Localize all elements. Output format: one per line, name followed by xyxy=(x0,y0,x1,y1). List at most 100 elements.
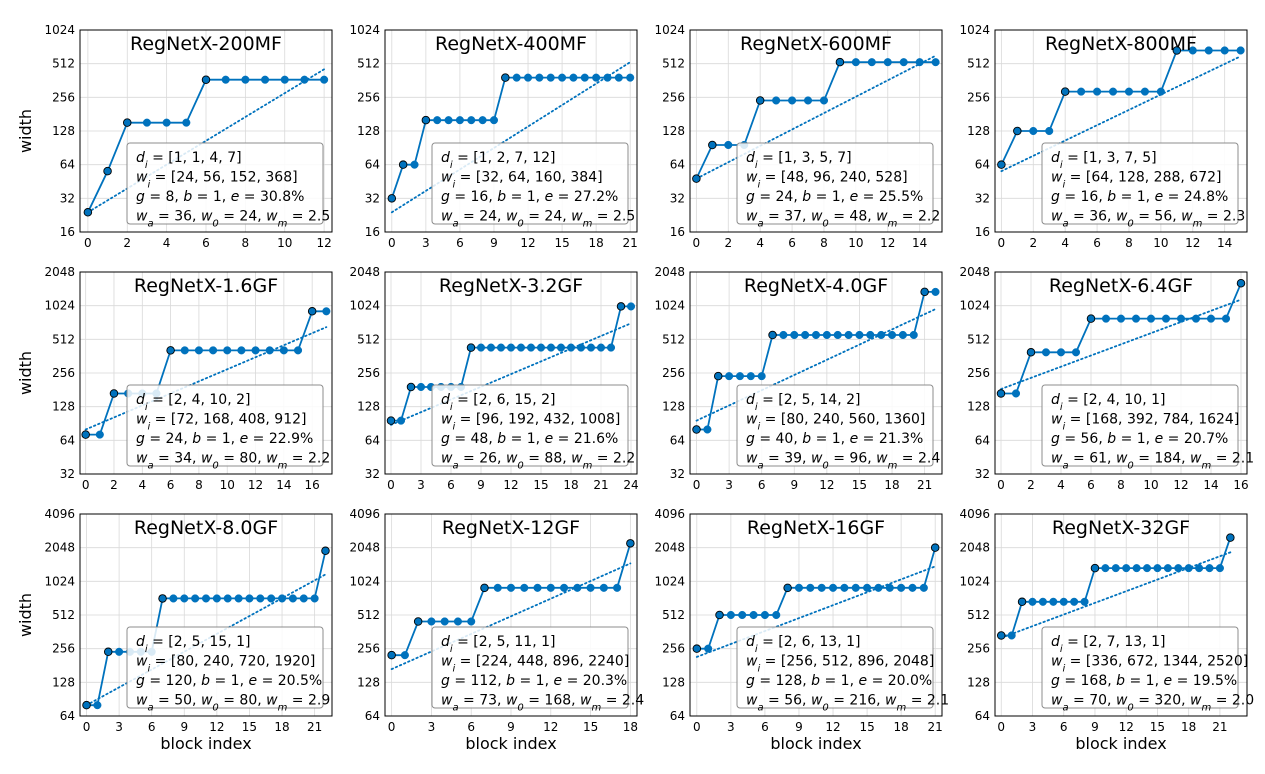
y-tick-label: 32 xyxy=(975,191,990,205)
legend-line: wi = [224, 448, 896, 2240] xyxy=(441,654,629,675)
chart-title: RegNetX-800MF xyxy=(1045,33,1197,55)
x-tick-label: 4 xyxy=(163,236,171,250)
linear-fit-line xyxy=(695,54,937,180)
data-point xyxy=(265,346,274,355)
x-tick-label: 3 xyxy=(1029,720,1037,734)
x-tick-label: 21 xyxy=(928,720,943,734)
data-point xyxy=(180,346,189,355)
y-tick-label: 16 xyxy=(365,225,380,239)
data-point xyxy=(1013,126,1022,136)
data-point xyxy=(606,343,616,352)
width-series-line xyxy=(1000,49,1241,166)
legend-line: g = 8, b = 1, e = 30.8% xyxy=(136,189,304,205)
legend-line: wi = [96, 192, 432, 1008] xyxy=(441,412,620,433)
y-tick-label: 512 xyxy=(357,332,380,346)
legend-box xyxy=(1041,626,1239,709)
data-point xyxy=(506,343,516,352)
data-point xyxy=(1156,87,1165,96)
width-series-line xyxy=(1001,537,1232,637)
y-tick-label: 128 xyxy=(967,124,990,138)
legend-line: di = [2, 4, 10, 2] xyxy=(136,392,250,413)
legend-line: di = [1, 3, 5, 7] xyxy=(746,150,852,171)
data-point xyxy=(237,346,246,355)
data-point xyxy=(83,208,93,217)
x-tick-label: 18 xyxy=(274,720,289,734)
data-point xyxy=(1070,597,1079,606)
data-point xyxy=(1131,314,1141,323)
plot-frame xyxy=(384,513,638,717)
data-point xyxy=(493,583,502,592)
legend-line: wi = [48, 96, 240, 528] xyxy=(746,170,908,191)
data-point xyxy=(626,302,636,311)
data-point xyxy=(1028,597,1037,606)
x-tick-label: 4 xyxy=(1061,236,1069,250)
data-point xyxy=(279,346,288,355)
x-tick-label: 21 xyxy=(1212,720,1227,734)
plot-frame xyxy=(689,29,943,233)
data-point xyxy=(779,330,788,340)
y-tick-label: 128 xyxy=(967,400,990,414)
x-tick-label: 3 xyxy=(725,478,733,492)
legend-line: wa = 39, w0 = 96, wm = 2.4 xyxy=(746,451,940,472)
y-tick-label: 128 xyxy=(662,124,685,138)
data-point xyxy=(277,594,287,603)
x-tick-label: 3 xyxy=(115,720,123,734)
data-point xyxy=(790,330,799,340)
linear-fit-line xyxy=(1000,55,1242,173)
data-point xyxy=(703,425,712,434)
y-tick-label: 256 xyxy=(967,366,990,380)
data-point xyxy=(93,701,102,710)
legend-line: di = [2, 5, 11, 1] xyxy=(441,634,555,655)
x-tick-label: 0 xyxy=(693,478,701,492)
data-point xyxy=(433,116,442,125)
y-tick-label: 128 xyxy=(357,400,380,414)
x-tick-label: 18 xyxy=(893,720,908,734)
data-point xyxy=(536,343,546,352)
x-tick-label: 18 xyxy=(884,478,899,492)
y-tick-label: 1024 xyxy=(349,574,380,588)
data-point xyxy=(996,389,1006,398)
data-point xyxy=(919,583,928,592)
data-point xyxy=(1215,564,1224,573)
x-tick-label: 12 xyxy=(316,236,331,250)
data-point xyxy=(801,330,810,340)
y-axis-label: width xyxy=(16,351,35,395)
x-tick-label: 9 xyxy=(1091,720,1099,734)
legend-line: wi = [80, 240, 720, 1920] xyxy=(136,654,315,675)
x-tick-label: 12 xyxy=(543,720,558,734)
data-point xyxy=(166,346,175,355)
data-point xyxy=(738,610,747,620)
data-point xyxy=(288,594,297,603)
x-tick-label: 0 xyxy=(997,720,1005,734)
chart-panel: 0 3 6 9 12 15 18 21 64 128 256 512 1024 2048 4096 RegNe… xyxy=(654,507,949,753)
data-point xyxy=(1220,46,1229,55)
data-point xyxy=(416,382,426,392)
data-point xyxy=(212,594,221,603)
y-axis-label: width xyxy=(16,593,35,637)
y-tick-label: 64 xyxy=(60,158,75,172)
x-tick-label: 0 xyxy=(387,478,395,492)
x-tick-label: 24 xyxy=(623,478,638,492)
y-tick-label: 256 xyxy=(357,366,380,380)
data-point xyxy=(735,372,745,381)
data-point xyxy=(453,617,462,626)
legend-box xyxy=(736,626,934,709)
y-tick-label: 1024 xyxy=(654,299,685,313)
data-point xyxy=(1195,564,1204,573)
y-tick-label: 64 xyxy=(670,433,685,447)
x-tick-label: 0 xyxy=(998,236,1006,250)
data-point xyxy=(1060,87,1070,96)
legend-line: wi = [336, 672, 1344, 2520] xyxy=(1051,654,1248,675)
y-tick-label: 128 xyxy=(52,400,75,414)
x-tick-label: 15 xyxy=(852,478,867,492)
data-point xyxy=(1174,564,1183,573)
data-point xyxy=(310,594,319,603)
data-point xyxy=(915,58,924,67)
x-tick-label: 3 xyxy=(417,478,425,492)
y-axis-label: width xyxy=(16,109,35,153)
data-point xyxy=(162,118,171,127)
data-point xyxy=(1101,564,1110,573)
data-point xyxy=(1108,87,1118,96)
data-point xyxy=(1071,348,1081,357)
